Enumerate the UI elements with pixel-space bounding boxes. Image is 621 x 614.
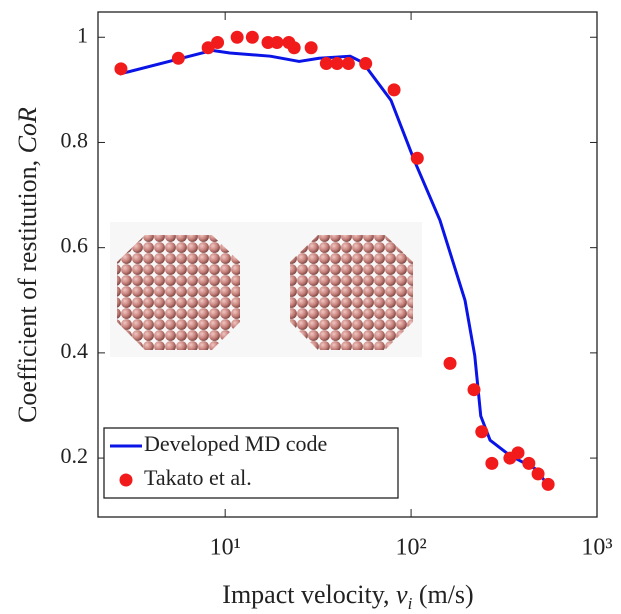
x-label-text: Impact velocity, <box>222 580 396 609</box>
data-point <box>467 383 481 397</box>
x-label-subscript: i <box>408 594 413 613</box>
y-tick-label: 0.8 <box>61 128 89 153</box>
data-point <box>171 51 185 65</box>
data-point <box>287 41 301 55</box>
legend-box <box>103 427 399 499</box>
data-point <box>114 62 128 76</box>
particle-image <box>117 235 240 350</box>
particle-image <box>290 235 413 350</box>
data-point <box>261 36 275 50</box>
data-point <box>541 477 555 491</box>
x-label-unit: (m/s) <box>412 580 473 609</box>
data-point <box>330 57 344 71</box>
data-point <box>475 425 489 439</box>
y-label-text: Coefficient of restitution, <box>13 153 42 423</box>
y-tick-label: 0.4 <box>61 338 89 363</box>
data-point <box>511 446 525 460</box>
legend-label: Developed MD code <box>144 431 327 456</box>
x-tick-label: 10¹ <box>210 535 241 561</box>
data-point <box>531 467 545 481</box>
data-point <box>485 456 499 470</box>
y-axis-label: Coefficient of restitution, CoR <box>13 107 42 423</box>
data-point <box>387 83 401 97</box>
data-point <box>270 36 284 50</box>
data-point <box>522 456 536 470</box>
data-point <box>319 57 333 71</box>
data-point <box>245 30 259 44</box>
data-point <box>443 356 457 370</box>
data-point <box>341 57 355 71</box>
legend-marker <box>119 473 133 487</box>
data-line <box>119 48 546 482</box>
x-axis-label: Impact velocity, vi (m/s) <box>222 580 473 613</box>
x-label-symbol: v <box>396 580 408 609</box>
y-tick-label: 0.2 <box>61 443 89 468</box>
data-point <box>359 57 373 71</box>
data-point <box>410 151 424 165</box>
data-point <box>304 41 318 55</box>
plot-frame <box>97 11 598 518</box>
data-point <box>230 30 244 44</box>
data-point <box>211 36 225 50</box>
legend-label: Takato et al. <box>144 465 252 490</box>
x-tick-label: 10² <box>395 535 426 561</box>
y-tick-label: 1 <box>77 22 88 47</box>
x-tick-label: 10³ <box>581 535 612 561</box>
y-tick-label: 0.6 <box>61 233 89 258</box>
y-label-symbol: CoR <box>13 107 42 153</box>
